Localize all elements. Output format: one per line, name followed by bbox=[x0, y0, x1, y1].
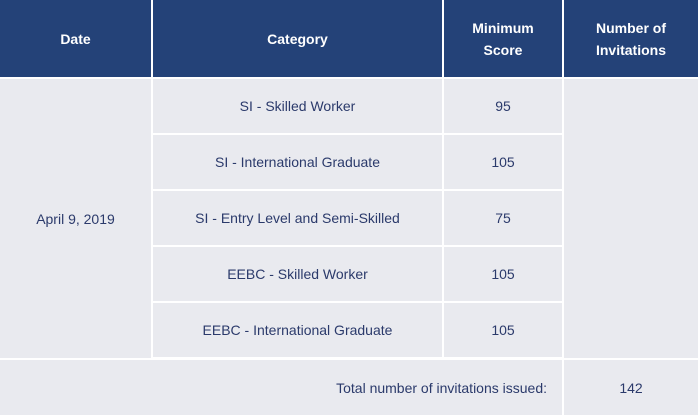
header-minimum-score: Minimum Score bbox=[444, 0, 562, 77]
score-cell: 75 bbox=[444, 191, 562, 245]
score-cell: 95 bbox=[444, 79, 562, 133]
header-invitations-line1: Number of bbox=[596, 19, 666, 36]
category-cell: SI - Skilled Worker bbox=[153, 79, 442, 133]
header-date: Date bbox=[0, 0, 151, 77]
header-number-of-invitations: Number of Invitations bbox=[564, 0, 698, 77]
category-cell: SI - International Graduate bbox=[153, 135, 442, 189]
total-label: Total number of invitations issued: bbox=[0, 360, 562, 415]
header-invitations-line2: Invitations bbox=[595, 41, 666, 58]
score-cell: 105 bbox=[444, 135, 562, 189]
score-cell: 105 bbox=[444, 303, 562, 357]
total-value: 142 bbox=[564, 360, 698, 415]
category-cell: EEBC - International Graduate bbox=[153, 303, 442, 357]
header-category: Category bbox=[153, 0, 442, 77]
header-score-line1: Minimum bbox=[472, 19, 534, 36]
date-cell: April 9, 2019 bbox=[0, 79, 151, 358]
category-cell: SI - Entry Level and Semi-Skilled bbox=[153, 191, 442, 245]
score-cell: 105 bbox=[444, 247, 562, 301]
invitations-cell bbox=[564, 79, 698, 358]
header-score-line2: Score bbox=[483, 41, 523, 58]
category-cell: EEBC - Skilled Worker bbox=[153, 247, 442, 301]
